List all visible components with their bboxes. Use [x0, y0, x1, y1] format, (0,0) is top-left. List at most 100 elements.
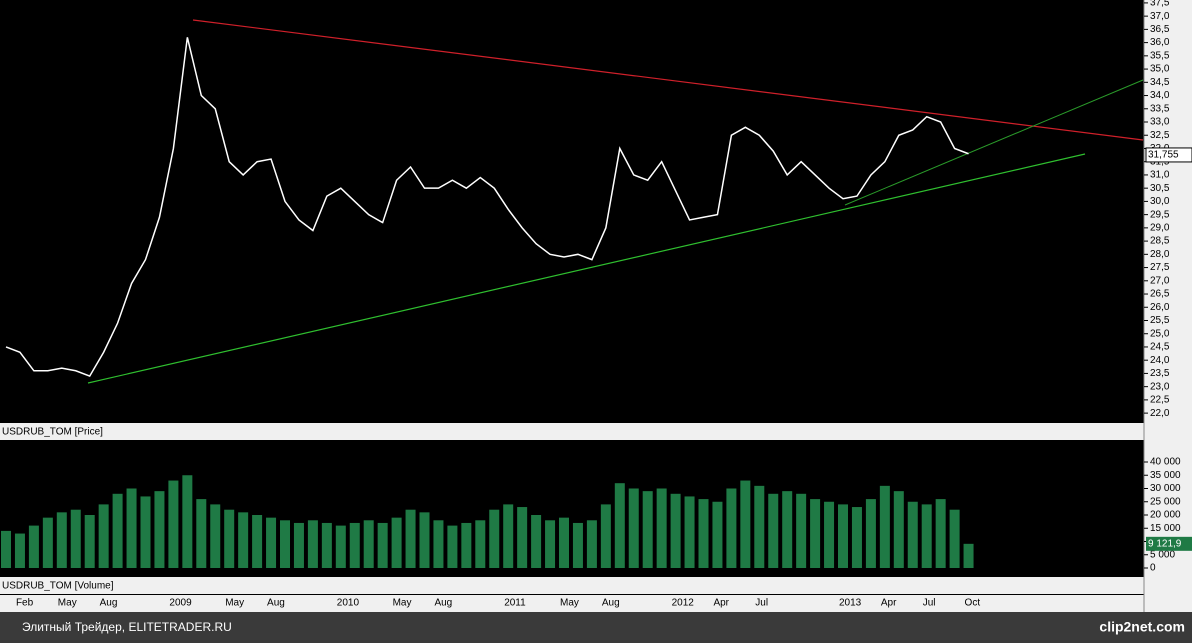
volume-bar [14, 533, 25, 569]
volume-bar [796, 493, 807, 569]
y-tick-label: 40 000 [1150, 457, 1181, 468]
x-tick-label: May [393, 598, 412, 609]
volume-bar [377, 522, 388, 569]
x-tick-label: Aug [267, 598, 285, 609]
volume-bar [963, 543, 974, 569]
x-tick-label: Feb [16, 598, 34, 609]
trend-line [192, 19, 1144, 141]
volume-bar [154, 491, 165, 569]
last-value-label: 9 121,9 [1148, 538, 1182, 549]
x-tick-label: Jul [755, 598, 768, 609]
x-tick-label: Jul [923, 598, 936, 609]
y-tick-label: 25 000 [1150, 496, 1181, 507]
y-tick-label: 36,0 [1150, 37, 1170, 48]
volume-bar [600, 504, 611, 569]
y-tick-label: 25,0 [1150, 328, 1170, 339]
footer-bar [0, 612, 1192, 643]
volume-bar [949, 509, 960, 569]
y-tick-label: 15 000 [1150, 523, 1181, 534]
volume-bar [712, 501, 723, 569]
volume-bar [112, 493, 123, 569]
volume-bar [782, 491, 793, 569]
volume-bar [196, 499, 207, 569]
panel-title: USDRUB_TOM [Volume] [2, 581, 114, 592]
volume-bar [238, 512, 249, 569]
x-tick-label: Apr [881, 598, 897, 609]
volume-bar [726, 488, 737, 569]
volume-bar [70, 509, 81, 569]
volume-bar [614, 483, 625, 569]
x-tick-label: 2011 [504, 598, 526, 609]
x-tick-label: May [225, 598, 244, 609]
volume-bar [140, 496, 151, 569]
y-tick-label: 23,5 [1150, 368, 1170, 379]
y-tick-label: 26,0 [1150, 302, 1170, 313]
y-tick-label: 33,0 [1150, 117, 1170, 128]
volume-bar [307, 520, 318, 569]
volume-bar [893, 491, 904, 569]
volume-bar [210, 504, 221, 569]
volume-bar [168, 480, 179, 569]
x-tick-label: 2009 [169, 598, 192, 609]
volume-bar [879, 485, 890, 569]
volume-bar [489, 509, 500, 569]
y-tick-label: 34,0 [1150, 90, 1170, 101]
x-tick-label: 2012 [672, 598, 695, 609]
volume-bar [921, 504, 932, 569]
volume-bar [907, 501, 918, 569]
logo[interactable]: clip2net.com [1099, 619, 1185, 635]
y-tick-label: 30,5 [1150, 183, 1170, 194]
y-tick-label: 24,0 [1150, 355, 1170, 366]
volume-bar [266, 517, 277, 569]
y-tick-label: 22,5 [1150, 395, 1170, 406]
volume-bar [42, 517, 53, 569]
volume-bar [252, 514, 263, 569]
volume-bar [865, 499, 876, 569]
volume-bar [628, 488, 639, 569]
volume-bar [754, 485, 765, 569]
volume-bar [768, 493, 779, 569]
volume-bar [335, 525, 346, 569]
y-tick-label: 29,0 [1150, 223, 1170, 234]
volume-bar [433, 520, 444, 569]
y-tick-label: 31,0 [1150, 170, 1170, 181]
y-tick-label: 0 [1150, 563, 1156, 574]
volume-bar [684, 496, 695, 569]
volume-bar [293, 522, 304, 569]
y-tick-label: 35 000 [1150, 470, 1181, 481]
volume-bar [740, 480, 751, 569]
x-tick-label: 2010 [337, 598, 360, 609]
volume-bar [280, 520, 290, 569]
y-tick-label: 30 000 [1150, 483, 1181, 494]
x-tick-label: May [560, 598, 579, 609]
y-tick-label: 36,5 [1150, 24, 1170, 35]
y-tick-label: 35,5 [1150, 50, 1170, 61]
y-tick-label: 32,5 [1150, 130, 1170, 141]
x-tick-label: 2013 [839, 598, 862, 609]
footer-text: Элитный Трейдер, ELITETRADER.RU [22, 620, 232, 634]
volume-bar [1, 530, 11, 569]
y-tick-label: 27,5 [1150, 262, 1170, 273]
volume-bar [182, 475, 193, 569]
volume-bar [698, 499, 709, 569]
panel-title: USDRUB_TOM [Price] [2, 427, 103, 438]
volume-bar [545, 520, 556, 569]
y-tick-label: 33,5 [1150, 103, 1170, 114]
volume-bar [531, 514, 542, 569]
volume-bar [572, 522, 583, 569]
x-tick-label: Oct [965, 598, 981, 609]
y-tick-label: 30,0 [1150, 196, 1170, 207]
volume-bar [517, 507, 528, 569]
last-value-box [1145, 147, 1192, 163]
x-axis-strip [0, 595, 1144, 612]
volume-bar [851, 507, 862, 569]
y-tick-label: 28,0 [1150, 249, 1170, 260]
volume-bar [559, 517, 569, 569]
y-tick-label: 28,5 [1150, 236, 1170, 247]
volume-bar [475, 520, 486, 569]
volume-bar [656, 488, 667, 569]
volume-bar [419, 512, 430, 569]
y-tick-label: 24,5 [1150, 342, 1170, 353]
y-tick-label: 37,5 [1150, 0, 1170, 9]
